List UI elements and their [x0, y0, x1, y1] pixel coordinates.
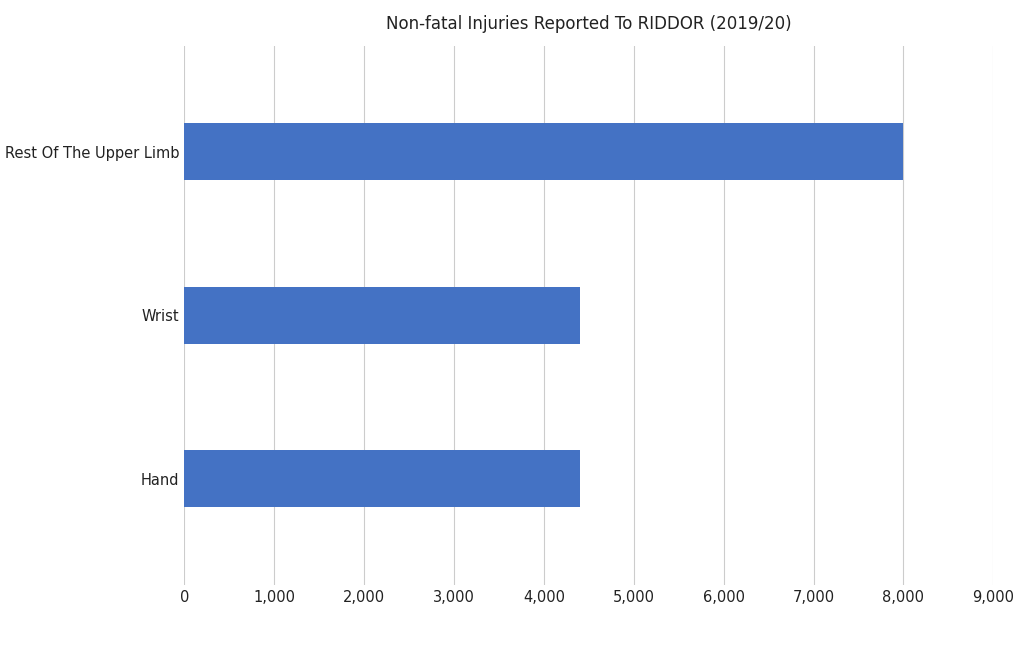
Title: Non-fatal Injuries Reported To RIDDOR (2019/20): Non-fatal Injuries Reported To RIDDOR (2… [386, 15, 792, 33]
Bar [184, 287, 580, 344]
Bar [184, 123, 903, 180]
Bar [184, 450, 580, 508]
